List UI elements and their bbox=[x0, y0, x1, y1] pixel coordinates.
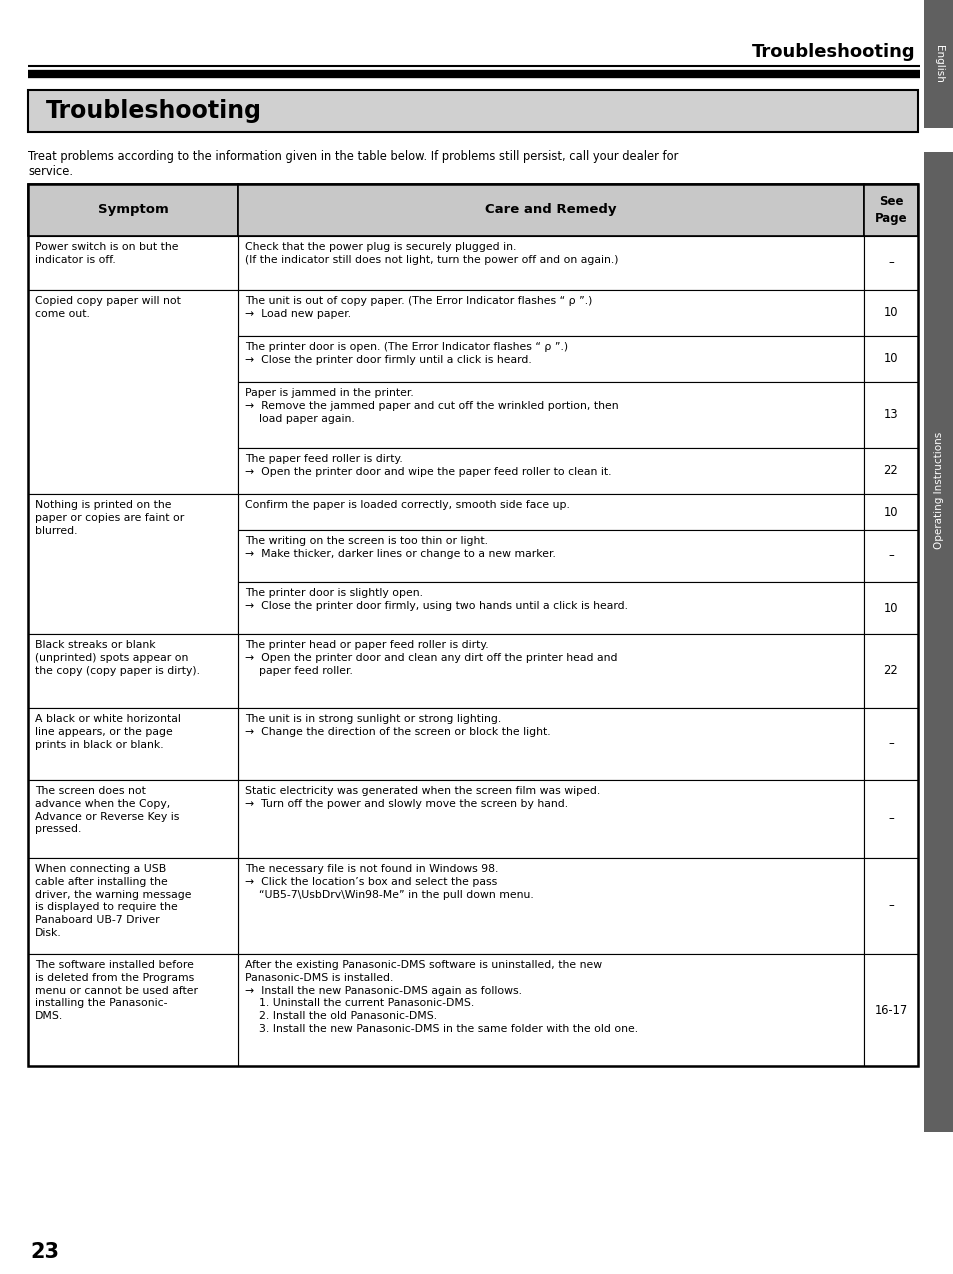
Bar bbox=[28, 780, 237, 857]
Text: Static electricity was generated when the screen film was wiped.
→  Turn off the: Static electricity was generated when th… bbox=[245, 786, 599, 809]
Text: The printer head or paper feed roller is dirty.
→  Open the printer door and cle: The printer head or paper feed roller is… bbox=[245, 640, 617, 675]
Text: Check that the power plug is securely plugged in.
(If the indicator still does n: Check that the power plug is securely pl… bbox=[245, 242, 618, 265]
Bar bbox=[863, 708, 917, 780]
Bar bbox=[863, 382, 917, 448]
Bar bbox=[863, 290, 917, 336]
Bar bbox=[863, 780, 917, 857]
Text: 22: 22 bbox=[882, 465, 898, 478]
Text: Symptom: Symptom bbox=[97, 204, 168, 217]
Text: Nothing is printed on the
paper or copies are faint or
blurred.: Nothing is printed on the paper or copie… bbox=[35, 499, 184, 535]
Bar bbox=[28, 290, 237, 494]
Text: The screen does not
advance when the Copy,
Advance or Reverse Key is
pressed.: The screen does not advance when the Cop… bbox=[35, 786, 179, 834]
Text: 10: 10 bbox=[882, 307, 898, 320]
Text: 16-17: 16-17 bbox=[874, 1004, 906, 1017]
Bar bbox=[863, 448, 917, 494]
Bar bbox=[237, 857, 863, 954]
Text: English: English bbox=[933, 45, 943, 83]
Text: The software installed before
is deleted from the Programs
menu or cannot be use: The software installed before is deleted… bbox=[35, 961, 198, 1022]
Text: 22: 22 bbox=[882, 665, 898, 678]
Bar bbox=[863, 494, 917, 530]
Text: Power switch is on but the
indicator is off.: Power switch is on but the indicator is … bbox=[35, 242, 178, 265]
Bar bbox=[237, 290, 863, 336]
Bar bbox=[237, 954, 863, 1066]
Text: Copied copy paper will not
come out.: Copied copy paper will not come out. bbox=[35, 296, 181, 318]
Bar bbox=[28, 90, 917, 132]
Bar bbox=[863, 634, 917, 708]
Bar bbox=[28, 634, 237, 708]
Bar bbox=[237, 708, 863, 780]
Text: –: – bbox=[887, 549, 893, 563]
Bar bbox=[28, 183, 237, 236]
Bar bbox=[237, 530, 863, 582]
Bar bbox=[237, 183, 863, 236]
Bar bbox=[923, 152, 953, 1133]
Bar bbox=[863, 236, 917, 290]
Text: 10: 10 bbox=[882, 506, 898, 519]
Bar bbox=[863, 582, 917, 634]
Bar bbox=[237, 448, 863, 494]
Text: The writing on the screen is too thin or light.
→  Make thicker, darker lines or: The writing on the screen is too thin or… bbox=[245, 536, 556, 559]
Text: 10: 10 bbox=[882, 601, 898, 614]
Text: See
Page: See Page bbox=[874, 195, 906, 225]
Bar bbox=[237, 634, 863, 708]
Text: Troubleshooting: Troubleshooting bbox=[46, 99, 262, 124]
Text: Paper is jammed in the printer.
→  Remove the jammed paper and cut off the wrink: Paper is jammed in the printer. → Remove… bbox=[245, 389, 618, 423]
Bar bbox=[28, 183, 917, 1066]
Text: A black or white horizontal
line appears, or the page
prints in black or blank.: A black or white horizontal line appears… bbox=[35, 713, 181, 749]
Text: –: – bbox=[887, 256, 893, 270]
Text: Confirm the paper is loaded correctly, smooth side face up.: Confirm the paper is loaded correctly, s… bbox=[245, 499, 569, 510]
Text: service.: service. bbox=[28, 166, 73, 178]
Text: Troubleshooting: Troubleshooting bbox=[752, 43, 915, 61]
Bar bbox=[237, 780, 863, 857]
Bar bbox=[237, 582, 863, 634]
Text: –: – bbox=[887, 899, 893, 912]
Bar bbox=[863, 336, 917, 382]
Bar bbox=[28, 494, 237, 634]
Bar bbox=[28, 708, 237, 780]
Bar bbox=[237, 336, 863, 382]
Bar bbox=[237, 382, 863, 448]
Bar bbox=[923, 127, 953, 152]
Text: After the existing Panasonic-DMS software is uninstalled, the new
Panasonic-DMS : After the existing Panasonic-DMS softwar… bbox=[245, 961, 638, 1034]
Text: Operating Instructions: Operating Instructions bbox=[933, 432, 943, 549]
Bar bbox=[28, 236, 237, 290]
Text: When connecting a USB
cable after installing the
driver, the warning message
is : When connecting a USB cable after instal… bbox=[35, 864, 192, 938]
Text: 13: 13 bbox=[882, 409, 898, 422]
Text: The printer door is slightly open.
→  Close the printer door firmly, using two h: The printer door is slightly open. → Clo… bbox=[245, 589, 627, 610]
Bar bbox=[28, 857, 237, 954]
Text: The paper feed roller is dirty.
→  Open the printer door and wipe the paper feed: The paper feed roller is dirty. → Open t… bbox=[245, 454, 611, 476]
Text: 23: 23 bbox=[30, 1242, 59, 1263]
Bar bbox=[237, 236, 863, 290]
Text: The printer door is open. (The Error Indicator flashes “ ρ ”.)
→  Close the prin: The printer door is open. (The Error Ind… bbox=[245, 341, 568, 364]
Bar bbox=[863, 530, 917, 582]
Bar bbox=[863, 954, 917, 1066]
Text: Care and Remedy: Care and Remedy bbox=[485, 204, 616, 217]
Bar bbox=[923, 0, 953, 127]
Text: 10: 10 bbox=[882, 353, 898, 366]
Text: The necessary file is not found in Windows 98.
→  Click the location’s box and s: The necessary file is not found in Windo… bbox=[245, 864, 533, 899]
Text: The unit is in strong sunlight or strong lighting.
→  Change the direction of th: The unit is in strong sunlight or strong… bbox=[245, 713, 550, 736]
Text: The unit is out of copy paper. (The Error Indicator flashes “ ρ ”.)
→  Load new : The unit is out of copy paper. (The Erro… bbox=[245, 296, 592, 318]
Text: –: – bbox=[887, 738, 893, 750]
Bar bbox=[863, 857, 917, 954]
Text: –: – bbox=[887, 813, 893, 826]
Text: Treat problems according to the information given in the table below. If problem: Treat problems according to the informat… bbox=[28, 150, 678, 163]
Bar bbox=[28, 954, 237, 1066]
Bar bbox=[237, 494, 863, 530]
Text: Black streaks or blank
(unprinted) spots appear on
the copy (copy paper is dirty: Black streaks or blank (unprinted) spots… bbox=[35, 640, 200, 675]
Bar bbox=[863, 183, 917, 236]
